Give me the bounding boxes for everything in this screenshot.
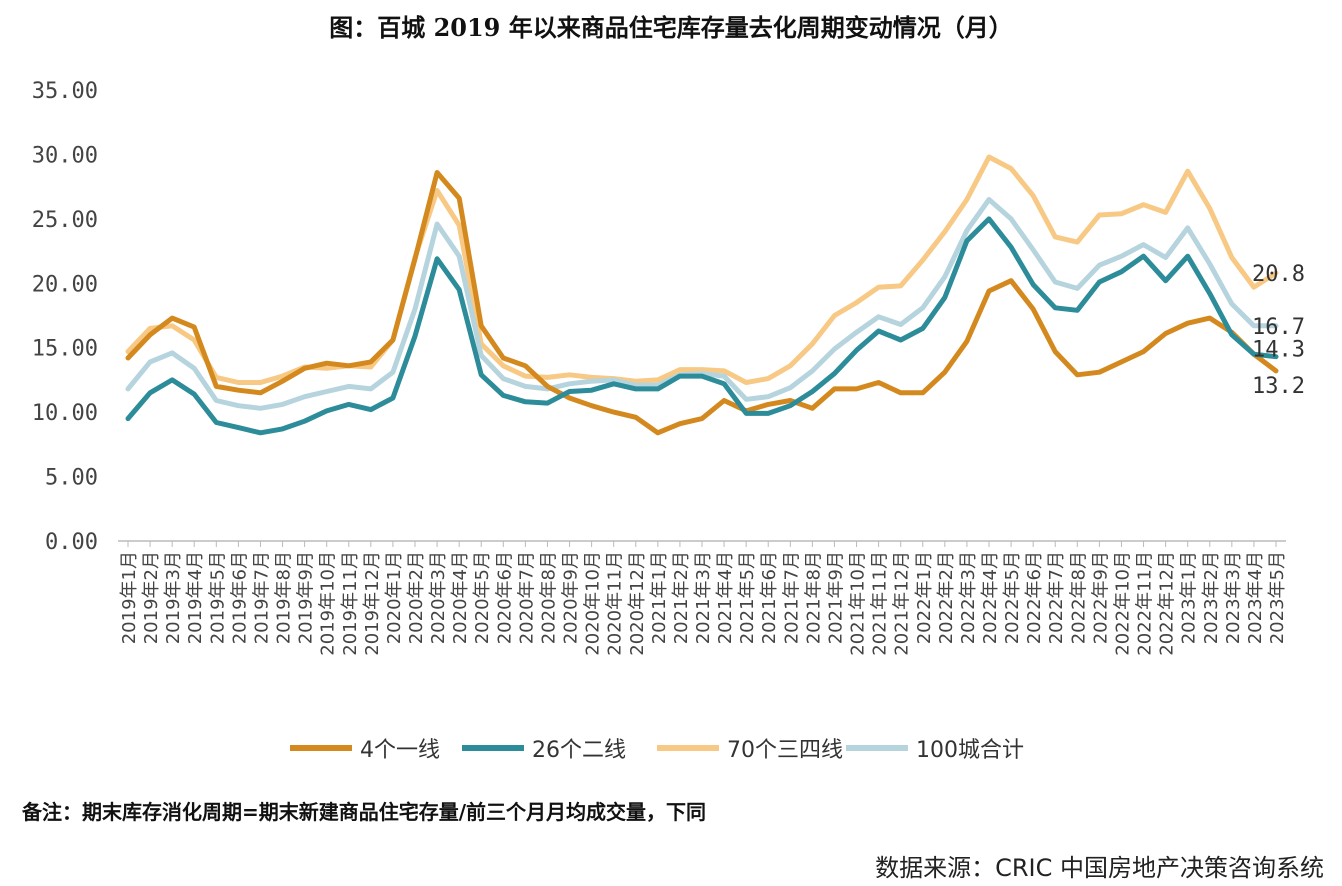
series-line-1 [125, 170, 1279, 436]
x-tick-label: 2022年8月 [1068, 551, 1089, 644]
x-tick-label: 2021年8月 [803, 551, 824, 644]
x-tick-label: 2019年6月 [229, 551, 250, 644]
end-labels: 13.2 14.3 20.8 16.7 [1252, 262, 1305, 399]
data-source: 数据来源：CRIC 中国房地产决策咨询系统 [875, 854, 1324, 882]
series-lines [125, 154, 1279, 436]
y-tick-label: 10.00 [32, 401, 98, 426]
x-tick-label: 2021年12月 [892, 551, 913, 656]
x-tick-label: 2022年10月 [1112, 551, 1133, 656]
series-line-4 [125, 197, 1279, 411]
x-tick-label: 2023年4月 [1245, 551, 1266, 644]
x-tick-label: 2020年12月 [627, 551, 648, 656]
x-tick-label: 2019年9月 [296, 551, 317, 644]
y-tick-label: 20.00 [32, 272, 98, 297]
series-line-2 [125, 216, 1279, 436]
legend-label: 26个二线 [532, 738, 626, 763]
x-tick-label: 2019年8月 [274, 551, 295, 644]
x-tick-label: 2021年9月 [825, 551, 846, 644]
x-tick-label: 2020年1月 [384, 551, 405, 644]
x-tick-label: 2022年2月 [936, 551, 957, 644]
y-tick-label: 0.00 [45, 530, 98, 555]
x-tick-label: 2021年11月 [870, 551, 891, 656]
x-tick-label: 2022年11月 [1135, 551, 1156, 656]
x-tick-label: 2021年10月 [848, 551, 869, 656]
x-tick-label: 2020年5月 [472, 551, 493, 644]
x-tick-label: 2020年3月 [428, 551, 449, 644]
x-tick-label: 2021年1月 [649, 551, 670, 644]
x-tick-label: 2022年7月 [1046, 551, 1067, 644]
x-tick-label: 2023年5月 [1267, 551, 1288, 644]
x-tick-label: 2019年2月 [141, 551, 162, 644]
x-tick-label: 2022年4月 [980, 551, 1001, 644]
x-tick-label: 2023年1月 [1179, 551, 1200, 644]
x-tick-label: 2020年7月 [516, 551, 537, 644]
x-tick-label: 2020年11月 [605, 551, 626, 656]
chart-title: 图：百城 2019 年以来商品住宅库存量去化周期变动情况（月） [329, 13, 1013, 42]
end-value-label: 16.7 [1252, 315, 1305, 340]
x-tick-label: 2021年5月 [737, 551, 758, 644]
x-tick-label: 2020年4月 [450, 551, 471, 644]
chart-legend: 4个一线 26个二线 70个三四线 100城合计 [290, 738, 1024, 763]
end-value-label: 14.3 [1252, 338, 1305, 363]
x-tick-label: 2021年6月 [759, 551, 780, 644]
y-tick-label: 15.00 [32, 337, 98, 362]
y-tick-label: 35.00 [32, 79, 98, 104]
x-tick-label: 2022年12月 [1157, 551, 1178, 656]
x-tick-label: 2019年1月 [119, 551, 140, 644]
x-tick-label: 2022年6月 [1024, 551, 1045, 644]
x-tick-label: 2019年7月 [251, 551, 272, 644]
x-tick-label: 2019年5月 [207, 551, 228, 644]
x-tick-label: 2019年12月 [362, 551, 383, 656]
legend-label: 4个一线 [360, 738, 440, 763]
x-tick-label: 2019年3月 [163, 551, 184, 644]
end-value-label: 20.8 [1252, 262, 1305, 287]
x-tick-label: 2023年2月 [1201, 551, 1222, 644]
x-tick-label: 2022年5月 [1002, 551, 1023, 644]
legend-label: 100城合计 [916, 738, 1024, 763]
x-tick-label: 2022年3月 [958, 551, 979, 644]
x-tick-label: 2020年9月 [561, 551, 582, 644]
footnote: 备注：期末库存消化周期=期末新建商品住宅存量/前三个月月均成交量，下同 [22, 800, 707, 824]
x-tick-label: 2022年1月 [914, 551, 935, 644]
x-tick-label: 2021年2月 [671, 551, 692, 644]
legend-label: 70个三四线 [727, 738, 843, 763]
x-tick-label: 2023年3月 [1223, 551, 1244, 644]
y-tick-label: 30.00 [32, 143, 98, 168]
y-axis: 0.00 5.00 10.00 15.00 20.00 25.00 30.00 35.00 [32, 79, 98, 555]
x-tick-label: 2020年10月 [583, 551, 604, 656]
series-line-3 [125, 154, 1279, 385]
x-tick-label: 2020年6月 [494, 551, 515, 644]
end-value-label: 13.2 [1252, 374, 1305, 399]
x-tick-label: 2020年8月 [538, 551, 559, 644]
y-tick-label: 25.00 [32, 208, 98, 233]
x-tick-label: 2021年7月 [781, 551, 802, 644]
x-tick-label: 2021年4月 [715, 551, 736, 644]
x-tick-label: 2019年10月 [318, 551, 339, 656]
x-tick-label: 2019年4月 [185, 551, 206, 644]
x-axis: 2019年1月 2019年2月 2019年3月 2019年4月 2019年5月 2019年… [118, 540, 1288, 656]
y-tick-label: 5.00 [45, 466, 98, 491]
x-tick-label: 2019年11月 [340, 551, 361, 656]
x-tick-label: 2022年9月 [1090, 551, 1111, 644]
x-tick-label: 2020年2月 [406, 551, 427, 644]
x-tick-label: 2021年3月 [693, 551, 714, 644]
